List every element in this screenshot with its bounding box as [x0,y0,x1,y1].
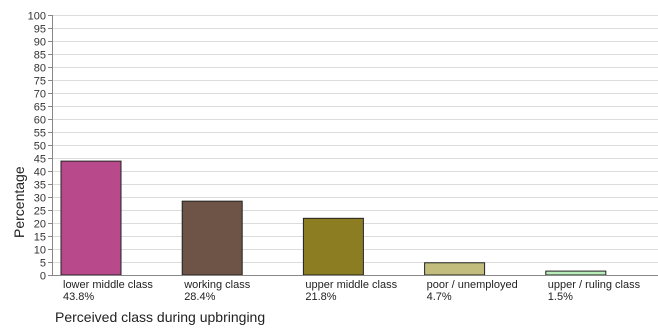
value-label: 4.7% [427,291,452,303]
x-axis-title: Perceived class during upbringing [55,309,265,325]
y-tick-label: 90 [34,37,46,49]
bar-poor-unemployed [424,262,486,276]
bar-upper-ruling-class [545,270,607,276]
y-tick-label: 85 [34,50,46,62]
value-label: 43.8% [63,291,94,303]
y-tick-label: 80 [34,63,46,75]
value-label: 28.4% [184,291,215,303]
y-tick-label: 35 [34,180,46,192]
y-axis-title: Percentage [11,166,27,238]
y-tick-label: 70 [34,89,46,101]
category-label: poor / unemployed [427,279,518,291]
y-tick-label: 15 [34,232,46,244]
bars [60,160,607,276]
gridlines [52,15,658,263]
y-tick-label: 20 [34,219,46,231]
y-tick-label: 10 [34,245,46,257]
y-tick-label: 65 [34,102,46,114]
y-tick-label: 55 [34,128,46,140]
bar-working-class [181,200,243,276]
y-tick-label: 45 [34,154,46,166]
y-tick-label: 0 [40,271,46,283]
y-tick-label: 5 [40,258,46,270]
y-tick-label: 40 [34,167,46,179]
category-label: working class [183,279,251,291]
category-label: lower middle class [63,279,153,291]
y-tick-label: 100 [28,11,46,23]
category-label: upper middle class [305,279,397,291]
value-label: 1.5% [548,291,573,303]
category-label: upper / ruling class [548,279,641,291]
y-tick-label: 75 [34,76,46,88]
bar-lower-middle-class [60,160,122,276]
y-tick-label: 95 [34,24,46,36]
y-axis-ticks: 0510152025303540455055606570758085909510… [28,11,52,283]
y-tick-label: 25 [34,206,46,218]
y-tick-label: 60 [34,115,46,127]
bar-upper-middle-class [302,217,364,276]
y-tick-label: 50 [34,141,46,153]
value-label: 21.8% [305,291,336,303]
y-tick-label: 30 [34,193,46,205]
